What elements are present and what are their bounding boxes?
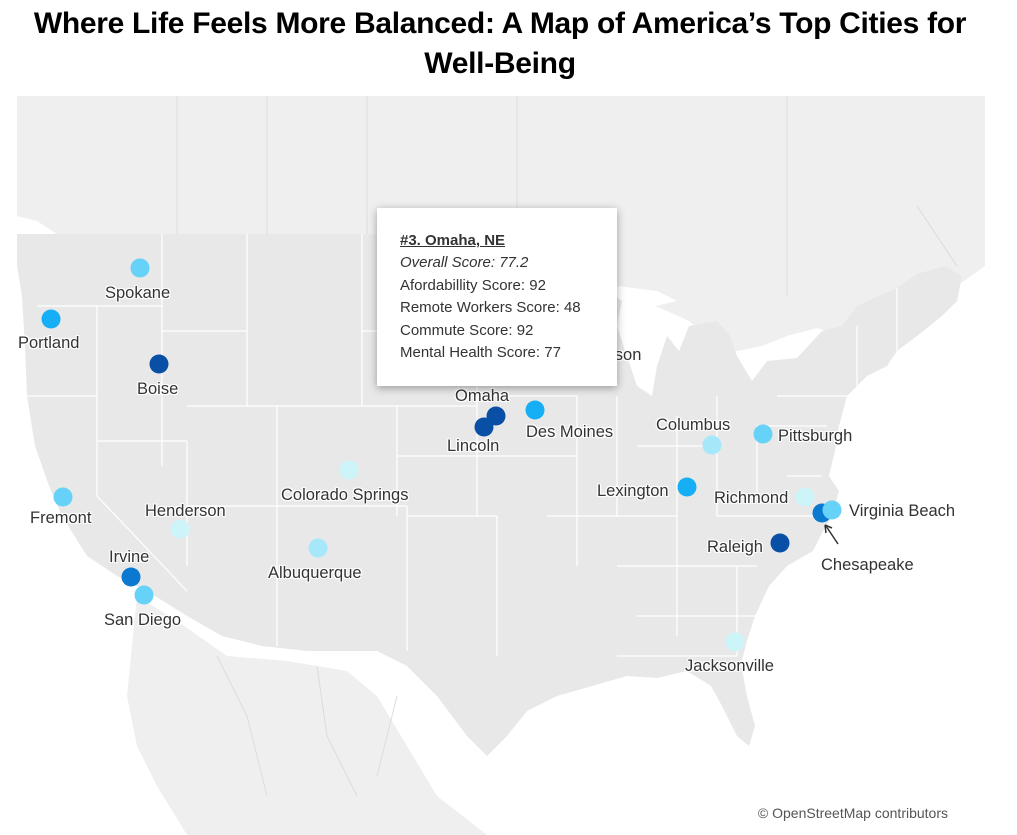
marker-colorado-springs[interactable]: [339, 460, 359, 480]
label-albuquerque: Albuquerque: [268, 564, 362, 582]
label-chesapeake: Chesapeake: [821, 556, 914, 574]
label-henderson: Henderson: [145, 502, 226, 520]
label-fremont: Fremont: [30, 509, 92, 527]
label-irvine: Irvine: [109, 548, 150, 566]
marker-virginia-beach[interactable]: [822, 500, 842, 520]
marker-albuquerque[interactable]: [308, 538, 328, 558]
usa-landmass: [17, 234, 962, 756]
marker-henderson[interactable]: [170, 519, 190, 539]
marker-richmond[interactable]: [795, 487, 815, 507]
label-san-diego: San Diego: [104, 611, 182, 629]
label-boise: Boise: [137, 380, 179, 398]
map-title: Where Life Feels More Balanced: A Map of…: [33, 7, 967, 80]
marker-columbus[interactable]: [702, 435, 722, 455]
marker-boise[interactable]: [149, 354, 169, 374]
tooltip-affordability-score: Afordabillity Score: 92: [400, 276, 546, 294]
label-portland: Portland: [18, 334, 80, 352]
city-tooltip: #3. Omaha, NE Overall Score: 77.2 Aforda…: [377, 208, 617, 386]
marker-fremont[interactable]: [53, 487, 73, 507]
label-richmond: Richmond: [714, 489, 789, 507]
marker-des-moines[interactable]: [525, 400, 545, 420]
label-omaha: Omaha: [455, 387, 510, 405]
label-colorado-springs: Colorado Springs: [281, 486, 409, 504]
label-columbus: Columbus: [656, 416, 731, 434]
marker-pittsburgh[interactable]: [753, 424, 773, 444]
label-jacksonville: Jacksonville: [685, 657, 774, 675]
marker-lincoln[interactable]: [474, 417, 494, 437]
tooltip-remote-score: Remote Workers Score: 48: [400, 299, 581, 317]
marker-raleigh[interactable]: [770, 533, 790, 553]
label-virginia-beach: Virginia Beach: [849, 502, 956, 520]
label-des-moines: Des Moines: [526, 423, 614, 441]
marker-irvine[interactable]: [121, 567, 141, 587]
marker-portland[interactable]: [41, 309, 61, 329]
tooltip-overall-score: Overall Score: 77.2: [400, 254, 529, 272]
marker-spokane[interactable]: [130, 258, 150, 278]
label-lincoln: Lincoln: [447, 437, 500, 455]
tooltip-heading: #3. Omaha, NE: [400, 232, 506, 249]
state-borders: [27, 234, 898, 657]
marker-jacksonville[interactable]: [725, 632, 745, 652]
label-pittsburgh: Pittsburgh: [778, 427, 853, 445]
label-raleigh: Raleigh: [707, 538, 763, 556]
marker-san-diego[interactable]: [134, 585, 154, 605]
map-canvas[interactable]: Spokane Portland Boise Fremont Henderson…: [17, 96, 985, 835]
marker-lexington[interactable]: [677, 477, 697, 497]
province-borders: [176, 96, 958, 296]
basemap: [17, 96, 985, 835]
chesapeake-pointer: [824, 524, 839, 545]
tooltip-mental-health-score: Mental Health Score: 77: [400, 344, 561, 362]
tooltip-commute-score: Commute Score: 92: [400, 321, 534, 339]
map-attribution[interactable]: © OpenStreetMap contributors: [757, 805, 948, 821]
label-spokane: Spokane: [105, 284, 171, 302]
mexico-borders: [216, 655, 398, 797]
mexico-landmass: [127, 596, 487, 835]
label-lexington: Lexington: [597, 482, 669, 500]
